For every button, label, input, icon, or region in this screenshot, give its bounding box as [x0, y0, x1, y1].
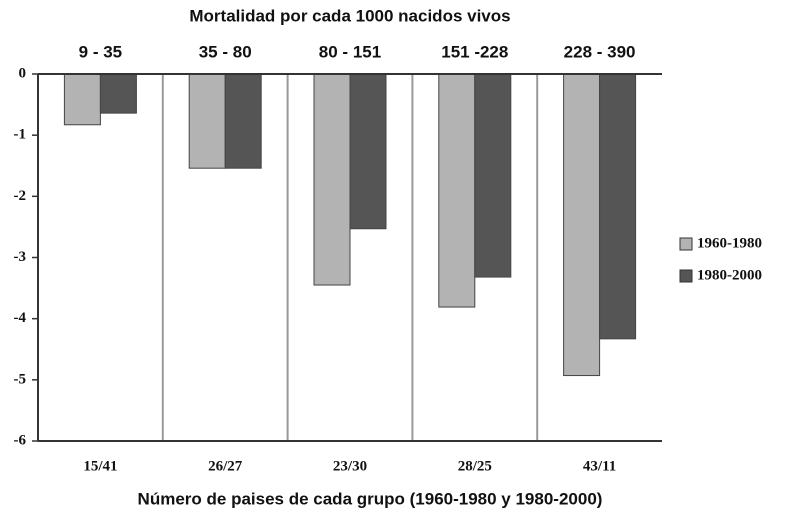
- legend-swatch: [679, 269, 693, 283]
- y-tick-label: -3: [14, 249, 27, 265]
- y-tick-label: -5: [14, 371, 27, 387]
- bar: [474, 73, 512, 278]
- bar: [349, 73, 387, 230]
- y-tick-label: 0: [19, 65, 27, 81]
- category-label: 35 - 80: [199, 42, 252, 61]
- group-count-label: 26/27: [208, 458, 243, 474]
- legend-label: 1980-2000: [697, 267, 762, 283]
- group-count-label: 28/25: [458, 458, 492, 474]
- category-label: 80 - 151: [319, 42, 381, 61]
- category-label: 228 - 390: [564, 42, 636, 61]
- bar: [224, 73, 262, 169]
- y-tick-label: -1: [14, 127, 27, 143]
- legend-swatch: [679, 237, 693, 251]
- chart-title: Mortalidad por cada 1000 nacidos vivos: [189, 6, 510, 25]
- bar: [438, 73, 476, 308]
- y-tick-label: -4: [14, 310, 27, 326]
- x-axis-label: Número de paises de cada grupo (1960-198…: [138, 489, 603, 508]
- group-count-label: 43/11: [583, 458, 616, 474]
- y-tick-label: -2: [14, 188, 27, 204]
- group-count-label: 23/30: [333, 458, 367, 474]
- bar: [63, 73, 101, 126]
- bar: [599, 73, 637, 340]
- legend-label: 1960-1980: [697, 235, 762, 251]
- bar: [563, 73, 601, 377]
- group-count-label: 15/41: [83, 458, 117, 474]
- y-tick-label: -6: [14, 432, 27, 448]
- bar: [99, 73, 137, 114]
- category-label: 151 -228: [441, 42, 508, 61]
- bar: [188, 73, 226, 169]
- bar: [313, 73, 351, 286]
- category-label: 9 - 35: [79, 42, 122, 61]
